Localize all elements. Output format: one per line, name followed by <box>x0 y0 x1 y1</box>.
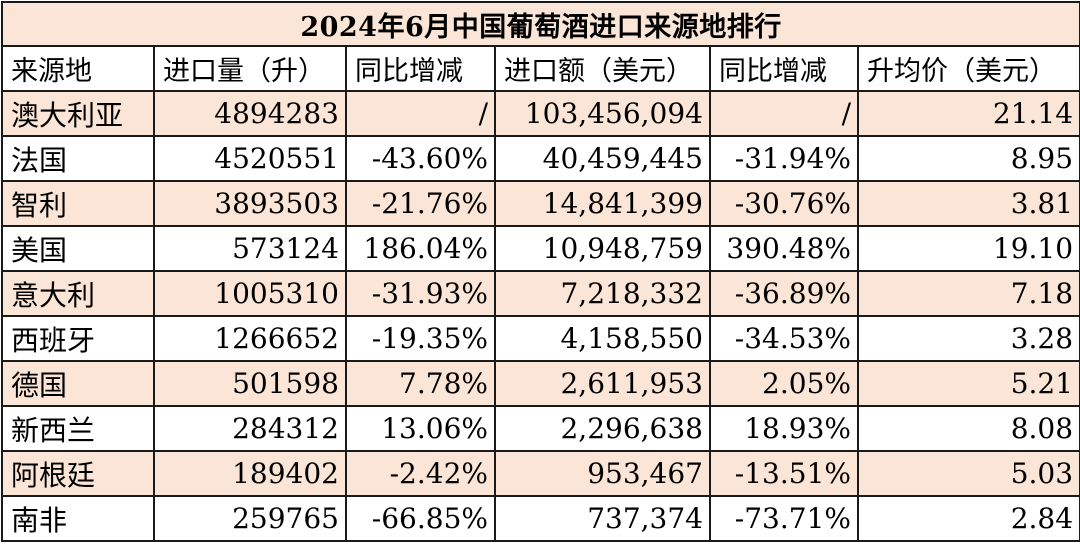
title-row: 2024年6月中国葡萄酒进口来源地排行 <box>0 1 1080 47</box>
cell-price: 3.81 <box>856 180 1080 227</box>
cell-value-yoy: / <box>709 90 859 137</box>
cell-country: 美国 <box>1 225 155 272</box>
cell-volume-yoy: -31.93% <box>345 270 496 317</box>
header-value: 进口额（美元） <box>494 45 711 92</box>
cell-value-yoy: 18.93% <box>709 405 859 452</box>
cell-country: 智利 <box>1 180 155 227</box>
cell-value-yoy: -31.94% <box>709 135 859 182</box>
cell-volume-yoy: -2.42% <box>345 450 496 497</box>
cell-value: 737,374 <box>494 495 711 542</box>
cell-price: 8.95 <box>856 135 1080 182</box>
table-row: 阿根廷 189402 -2.42% 953,467 -13.51% 5.03 <box>1 450 1080 497</box>
table-title: 2024年6月中国葡萄酒进口来源地排行 <box>0 1 1080 47</box>
cell-country: 法国 <box>1 135 155 182</box>
cell-value-yoy: -34.53% <box>709 315 859 362</box>
cell-volume: 4894283 <box>153 90 347 137</box>
cell-country: 意大利 <box>1 270 155 317</box>
cell-volume: 1266652 <box>153 315 347 362</box>
header-volume-yoy: 同比增减 <box>345 45 496 92</box>
cell-country: 阿根廷 <box>1 450 155 497</box>
cell-value-yoy: -30.76% <box>709 180 859 227</box>
cell-value: 2,296,638 <box>494 405 711 452</box>
cell-value-yoy: 2.05% <box>709 360 859 407</box>
cell-price: 5.03 <box>856 450 1080 497</box>
table-row: 美国 573124 186.04% 10,948,759 390.48% 19.10 <box>1 225 1080 272</box>
header-price: 升均价（美元） <box>856 45 1080 92</box>
cell-volume: 3893503 <box>153 180 347 227</box>
cell-value: 103,456,094 <box>494 90 711 137</box>
table-row: 澳大利亚 4894283/103,456,094/21.14 <box>1 90 1080 137</box>
table-row: 智利 3893503 -21.76% 14,841,399 -30.76% 3.81 <box>1 180 1080 227</box>
cell-value-yoy: 390.48% <box>709 225 859 272</box>
cell-volume-yoy: -21.76% <box>345 180 496 227</box>
cell-value: 14,841,399 <box>494 180 711 227</box>
cell-volume: 259765 <box>153 495 347 542</box>
cell-value: 4,158,550 <box>494 315 711 362</box>
header-country: 来源地 <box>1 45 155 92</box>
cell-volume: 189402 <box>153 450 347 497</box>
cell-value-yoy: -73.71% <box>709 495 859 542</box>
cell-value: 7,218,332 <box>494 270 711 317</box>
cell-volume-yoy: 186.04% <box>345 225 496 272</box>
cell-country: 澳大利亚 <box>1 90 155 137</box>
header-value-yoy: 同比增减 <box>709 45 859 92</box>
cell-country: 南非 <box>1 495 155 542</box>
table-row: 新西兰 284312 13.06% 2,296,638 18.93% 8.08 <box>1 405 1080 452</box>
cell-price: 7.18 <box>856 270 1080 317</box>
cell-price: 19.10 <box>856 225 1080 272</box>
cell-volume: 573124 <box>153 225 347 272</box>
cell-value-yoy: -36.89% <box>709 270 859 317</box>
cell-value: 2,611,953 <box>494 360 711 407</box>
cell-volume-yoy: -43.60% <box>345 135 496 182</box>
header-volume: 进口量（升） <box>153 45 347 92</box>
table-row: 西班牙 1266652 -19.35% 4,158,550 -34.53% 3.28 <box>1 315 1080 362</box>
cell-value: 953,467 <box>494 450 711 497</box>
cell-volume-yoy: 13.06% <box>345 405 496 452</box>
cell-country: 德国 <box>1 360 155 407</box>
cell-value: 10,948,759 <box>494 225 711 272</box>
cell-price: 21.14 <box>856 90 1080 137</box>
cell-volume: 4520551 <box>153 135 347 182</box>
cell-price: 5.21 <box>856 360 1080 407</box>
cell-volume: 501598 <box>153 360 347 407</box>
cell-value-yoy: -13.51% <box>709 450 859 497</box>
cell-price: 8.08 <box>856 405 1080 452</box>
cell-country: 新西兰 <box>1 405 155 452</box>
header-row: 来源地 进口量（升） 同比增减 进口额（美元） 同比增减 升均价（美元） <box>1 45 1080 92</box>
table-row: 德国 501598 7.78% 2,611,953 2.05% 5.21 <box>1 360 1080 407</box>
cell-value: 40,459,445 <box>494 135 711 182</box>
cell-price: 2.84 <box>856 495 1080 542</box>
cell-volume: 1005310 <box>153 270 347 317</box>
cell-price: 3.28 <box>856 315 1080 362</box>
table-body: 澳大利亚 4894283/103,456,094/21.14 法国 4520551 -4… <box>1 90 1080 542</box>
table-row: 意大利 1005310 -31.93% 7,218,332 -36.89% 7.18 <box>1 270 1080 317</box>
cell-volume: 284312 <box>153 405 347 452</box>
cell-volume-yoy: -19.35% <box>345 315 496 362</box>
table-row: 法国 4520551 -43.60% 40,459,445 -31.94% 8.95 <box>1 135 1080 182</box>
cell-volume-yoy: -66.85% <box>345 495 496 542</box>
table-row: 南非 259765 -66.85% 737,374 -73.71% 2.84 <box>1 495 1080 542</box>
cell-volume-yoy: 7.78% <box>345 360 496 407</box>
cell-volume-yoy: / <box>345 90 496 137</box>
cell-country: 西班牙 <box>1 315 155 362</box>
